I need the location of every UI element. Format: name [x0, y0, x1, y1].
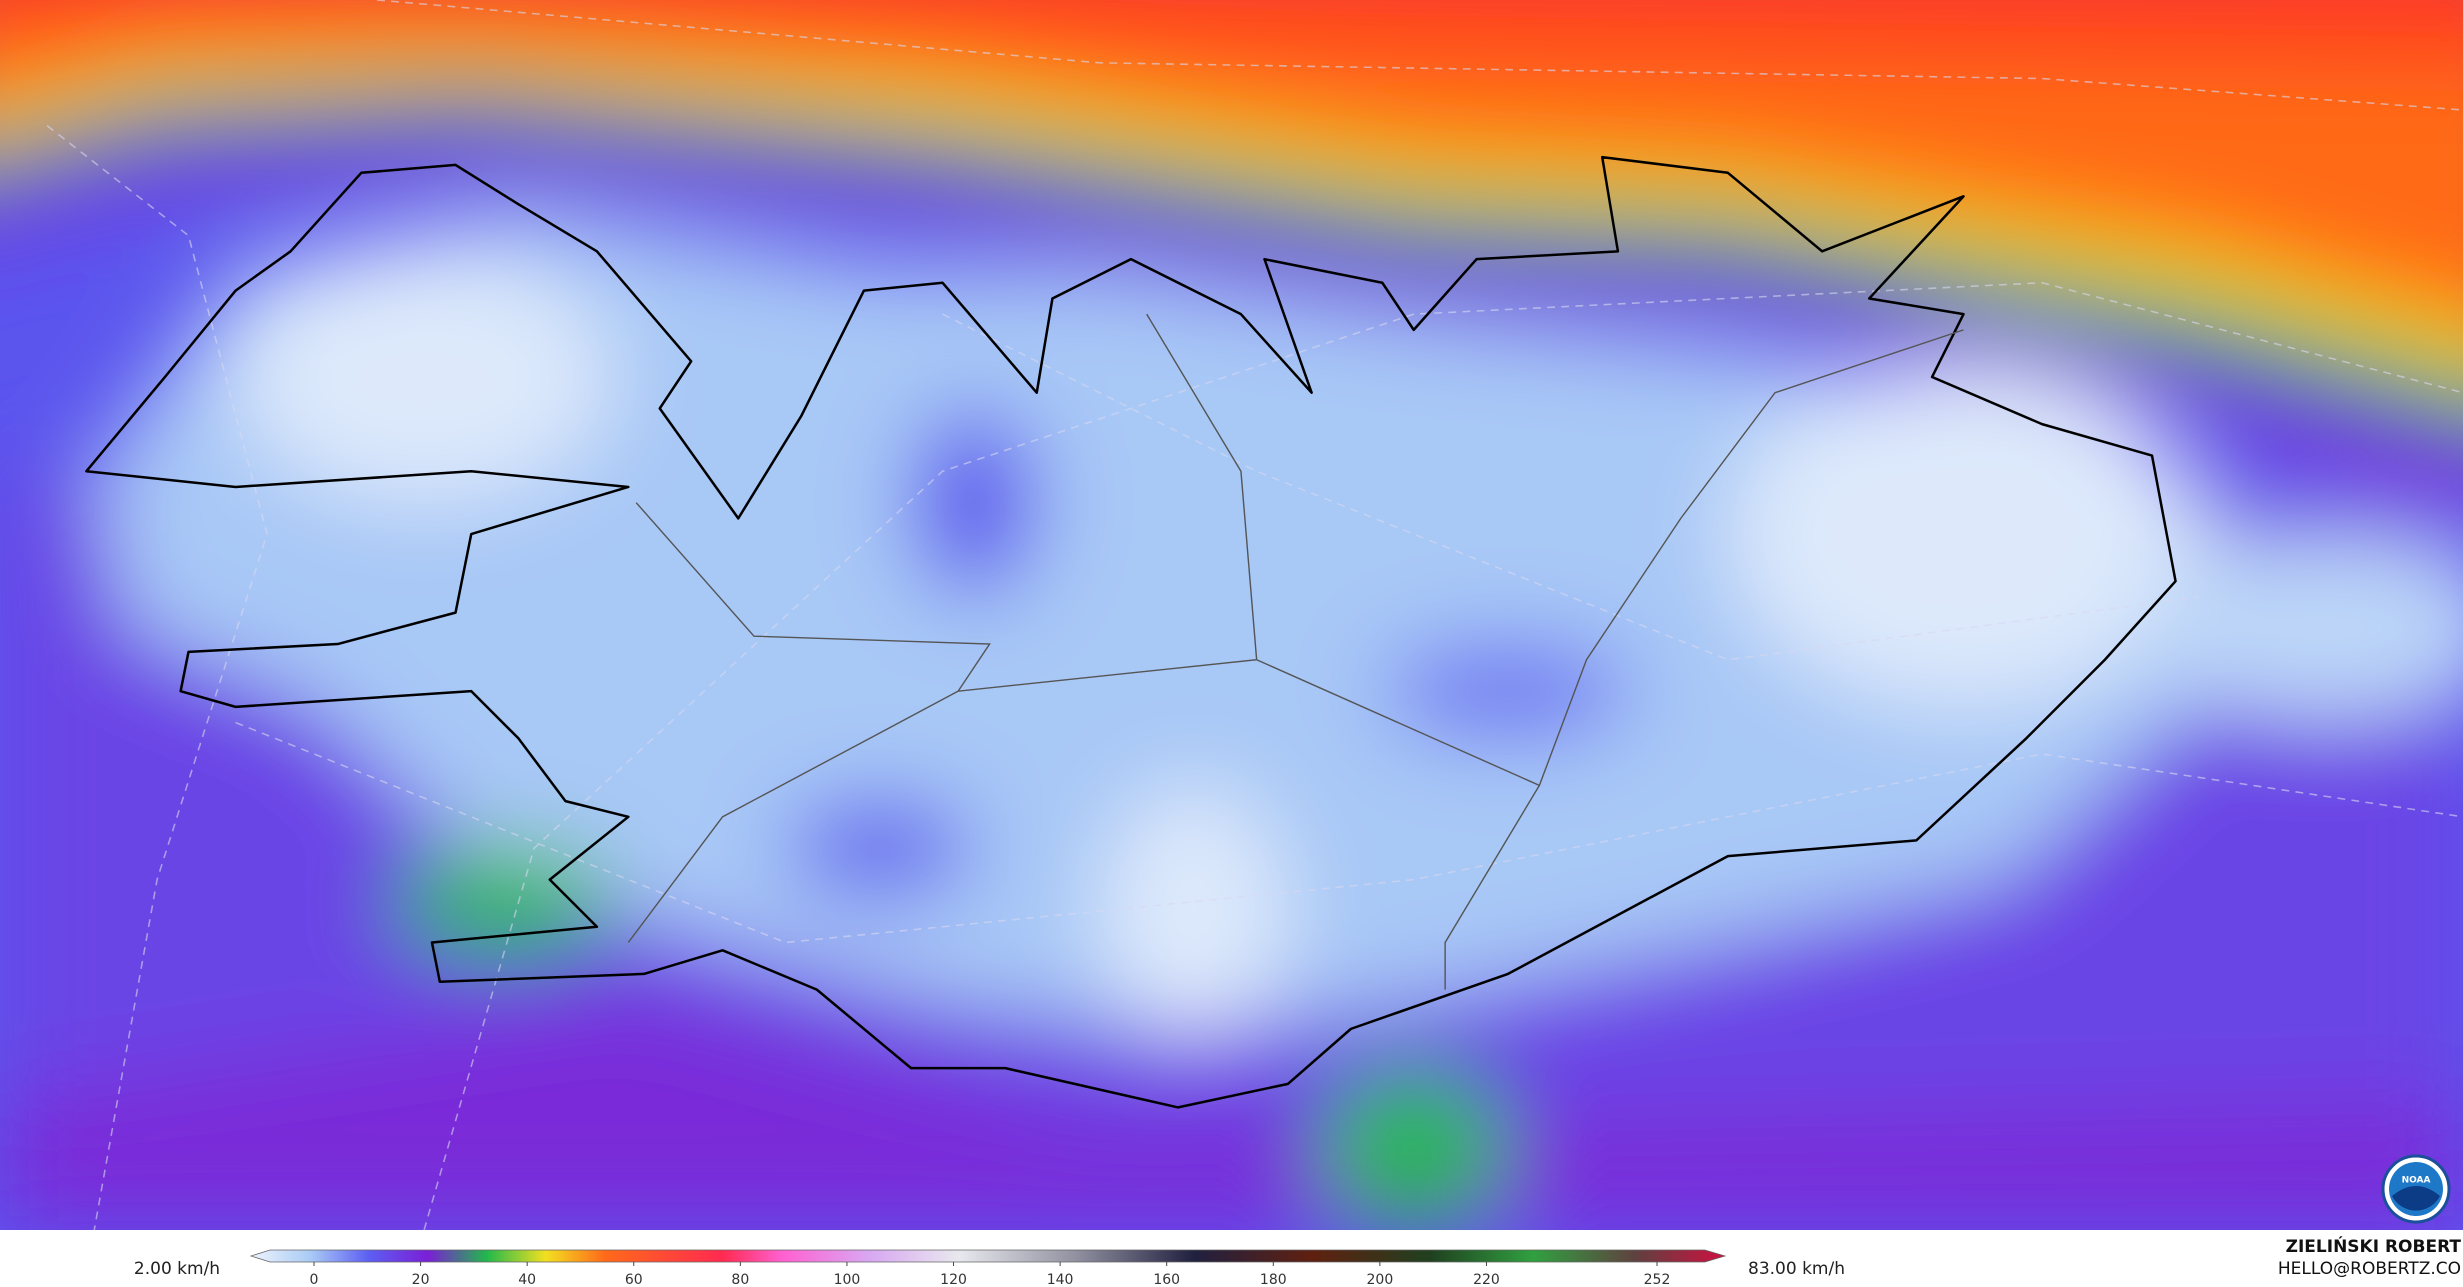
colorbar-tick-label: 140 — [1047, 1272, 1074, 1287]
logo-text: NOAA — [2402, 1176, 2431, 1186]
logo-wave — [2392, 1186, 2440, 1211]
colorbar-tick-label: 20 — [412, 1272, 430, 1287]
noaa-logo: NOAA — [2381, 1154, 2451, 1224]
colorbar-tick-label: 0 — [310, 1272, 319, 1287]
colorbar: 2.00 km/h 83.00 km/h 0 20 40 60 80 100 120 140 1… — [134, 1249, 1845, 1287]
credit: ZIELIŃSKI ROBERT HELLO@ROBERTZ.CO — [2278, 1235, 2461, 1279]
colorbar-tick-label: 40 — [518, 1272, 536, 1287]
colorbar-tick-label: 160 — [1153, 1272, 1180, 1287]
colorbar-tick-label: 60 — [625, 1272, 643, 1287]
iceland-coastline — [85, 155, 2177, 1109]
colorbar-tick-label: 80 — [731, 1272, 749, 1287]
min-label: 2.00 km/h — [134, 1259, 220, 1279]
colorbar-tick-label: 180 — [1260, 1272, 1287, 1287]
max-label: 83.00 km/h — [1748, 1259, 1845, 1279]
colorbar-tick-label: 100 — [834, 1272, 861, 1287]
colorbar-tick-label: 200 — [1367, 1272, 1394, 1287]
colorbar-tick-label: 220 — [1473, 1272, 1500, 1287]
author-name: ZIELIŃSKI ROBERT — [2286, 1235, 2462, 1257]
author-email: HELLO@ROBERTZ.CO — [2278, 1259, 2461, 1279]
wind-field — [0, 0, 2463, 1230]
colorbar-ramp — [249, 1249, 1727, 1263]
isobars — [46, 0, 2463, 1230]
colorbar-tick-label: 120 — [940, 1272, 967, 1287]
colorbar-tick-label: 252 — [1644, 1272, 1671, 1287]
